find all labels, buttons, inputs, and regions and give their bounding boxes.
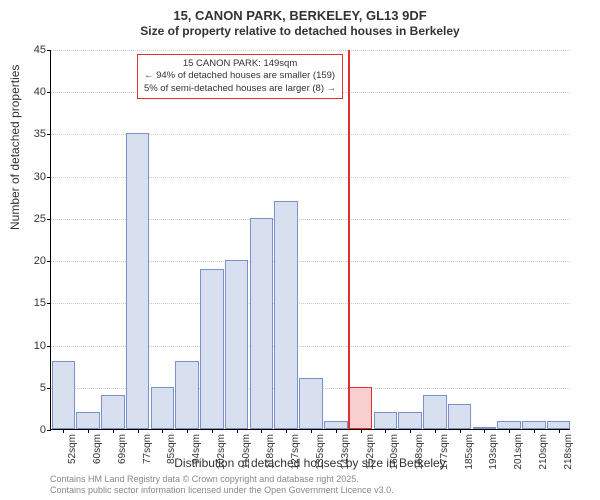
xtick-label: 102sqm [216, 434, 227, 470]
ytick-mark [47, 92, 51, 93]
chart-title-main: 15, CANON PARK, BERKELEY, GL13 9DF [0, 8, 600, 23]
histogram-bar [448, 404, 472, 429]
histogram-bar [547, 421, 571, 429]
ytick-label: 25 [34, 213, 46, 225]
xtick-mark [286, 429, 287, 433]
xtick-label: 193sqm [488, 434, 499, 470]
xtick-label: 94sqm [191, 434, 202, 464]
histogram-bar [497, 421, 521, 429]
xtick-label: 127sqm [290, 434, 301, 470]
ytick-label: 20 [34, 255, 46, 267]
histogram-bar [349, 387, 373, 429]
ytick-mark [47, 430, 51, 431]
xtick-mark [311, 429, 312, 433]
histogram-bar [398, 412, 422, 429]
xtick-mark [509, 429, 510, 433]
xtick-label: 135sqm [315, 434, 326, 470]
ytick-label: 35 [34, 128, 46, 140]
histogram-bar [151, 387, 175, 429]
footer: Contains HM Land Registry data © Crown c… [50, 474, 394, 496]
plot-area: 05101520253035404552sqm60sqm69sqm77sqm85… [50, 50, 570, 430]
annotation-line: 5% of semi-detached houses are larger (8… [144, 83, 336, 95]
xtick-mark [138, 429, 139, 433]
annotation-line: ← 94% of detached houses are smaller (15… [144, 70, 336, 82]
xtick-mark [484, 429, 485, 433]
xtick-label: 177sqm [439, 434, 450, 470]
histogram-bar [299, 378, 323, 429]
ytick-mark [47, 346, 51, 347]
xtick-mark [162, 429, 163, 433]
ytick-mark [47, 219, 51, 220]
histogram-bar [101, 395, 125, 429]
ytick-label: 5 [40, 382, 46, 394]
xtick-label: 168sqm [414, 434, 425, 470]
histogram-bar [175, 361, 199, 429]
histogram-bar [374, 412, 398, 429]
ytick-mark [47, 50, 51, 51]
xtick-label: 77sqm [142, 434, 153, 464]
xtick-mark [534, 429, 535, 433]
xtick-label: 160sqm [389, 434, 400, 470]
xtick-mark [187, 429, 188, 433]
xtick-mark [559, 429, 560, 433]
ytick-mark [47, 303, 51, 304]
chart-title-sub: Size of property relative to detached ho… [0, 24, 600, 38]
ytick-mark [47, 388, 51, 389]
xtick-label: 210sqm [538, 434, 549, 470]
y-axis-label: Number of detached properties [8, 65, 22, 230]
ytick-label: 0 [40, 424, 46, 436]
histogram-bar [324, 421, 348, 429]
xtick-mark [237, 429, 238, 433]
xtick-mark [336, 429, 337, 433]
xtick-label: 85sqm [166, 434, 177, 464]
ytick-mark [47, 177, 51, 178]
footer-line-1: Contains HM Land Registry data © Crown c… [50, 474, 394, 485]
xtick-mark [385, 429, 386, 433]
histogram-bar [423, 395, 447, 429]
xtick-label: 110sqm [241, 434, 252, 469]
xtick-label: 118sqm [265, 434, 276, 469]
histogram-bar [52, 361, 76, 429]
histogram-bar [76, 412, 100, 429]
histogram-bar [126, 133, 150, 429]
histogram-bar [522, 421, 546, 429]
annotation-box: 15 CANON PARK: 149sqm← 94% of detached h… [137, 54, 343, 99]
xtick-label: 52sqm [67, 434, 78, 464]
histogram-bar [274, 201, 298, 429]
ytick-label: 15 [34, 297, 46, 309]
xtick-mark [261, 429, 262, 433]
gridline [51, 50, 570, 51]
xtick-mark [410, 429, 411, 433]
footer-line-2: Contains public sector information licen… [50, 485, 394, 496]
ytick-label: 30 [34, 171, 46, 183]
histogram-bar [250, 218, 274, 429]
ytick-label: 40 [34, 86, 46, 98]
xtick-mark [212, 429, 213, 433]
ytick-mark [47, 261, 51, 262]
xtick-label: 201sqm [513, 434, 524, 470]
histogram-bar [200, 269, 224, 429]
xtick-label: 152sqm [365, 434, 376, 470]
xtick-mark [361, 429, 362, 433]
annotation-line: 15 CANON PARK: 149sqm [144, 58, 336, 70]
xtick-mark [63, 429, 64, 433]
xtick-label: 69sqm [117, 434, 128, 464]
chart-plot: 05101520253035404552sqm60sqm69sqm77sqm85… [50, 50, 570, 430]
xtick-label: 218sqm [563, 434, 574, 470]
ytick-mark [47, 134, 51, 135]
xtick-mark [460, 429, 461, 433]
ytick-label: 10 [34, 340, 46, 352]
xtick-label: 143sqm [340, 434, 351, 470]
ytick-label: 45 [34, 44, 46, 56]
xtick-label: 60sqm [92, 434, 103, 464]
xtick-mark [113, 429, 114, 433]
xtick-mark [435, 429, 436, 433]
histogram-bar [225, 260, 249, 429]
reference-line [348, 50, 350, 429]
xtick-label: 185sqm [464, 434, 475, 470]
xtick-mark [88, 429, 89, 433]
